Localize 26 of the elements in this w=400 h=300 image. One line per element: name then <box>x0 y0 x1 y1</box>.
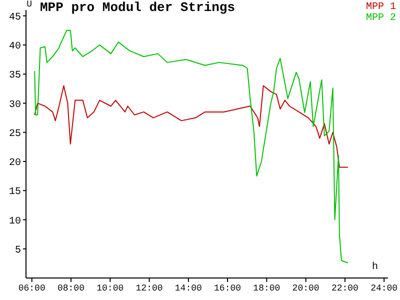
y-tick-label: 30 <box>8 100 21 111</box>
y-tick-label: 40 <box>8 42 21 53</box>
chart-title: MPP pro Modul der Strings <box>40 0 236 15</box>
x-tick-label: 06:00 <box>18 283 46 294</box>
line-series <box>34 85 348 168</box>
x-tick-label: 24:00 <box>370 283 398 294</box>
x-tick-label: 10:00 <box>96 283 124 294</box>
y-tick-label: 25 <box>8 128 21 140</box>
text: MPP 2 <box>366 13 396 24</box>
y-tick-label: 10 <box>8 216 21 228</box>
y-tick-label: 35 <box>8 70 21 82</box>
x-tick-label: 18:00 <box>253 283 280 294</box>
y-axis-title: U <box>26 0 32 10</box>
x-tick-label: 14:00 <box>174 283 202 294</box>
y-tick-label: 5 <box>14 245 21 256</box>
line-series <box>34 30 348 264</box>
x-tick-label: 16:00 <box>214 283 242 294</box>
y-tick-label: 20 <box>8 158 21 170</box>
x-tick-label: 22:00 <box>331 283 358 294</box>
y-tick-label: 45 <box>8 12 21 24</box>
x-tick-label: 08:00 <box>58 283 85 294</box>
text: MPP 1 <box>366 2 396 13</box>
x-tick-label: 20:00 <box>292 283 320 294</box>
x-axis-title: h <box>372 262 378 273</box>
x-tick-label: 12:00 <box>136 283 163 294</box>
y-tick-label: 15 <box>8 187 21 198</box>
